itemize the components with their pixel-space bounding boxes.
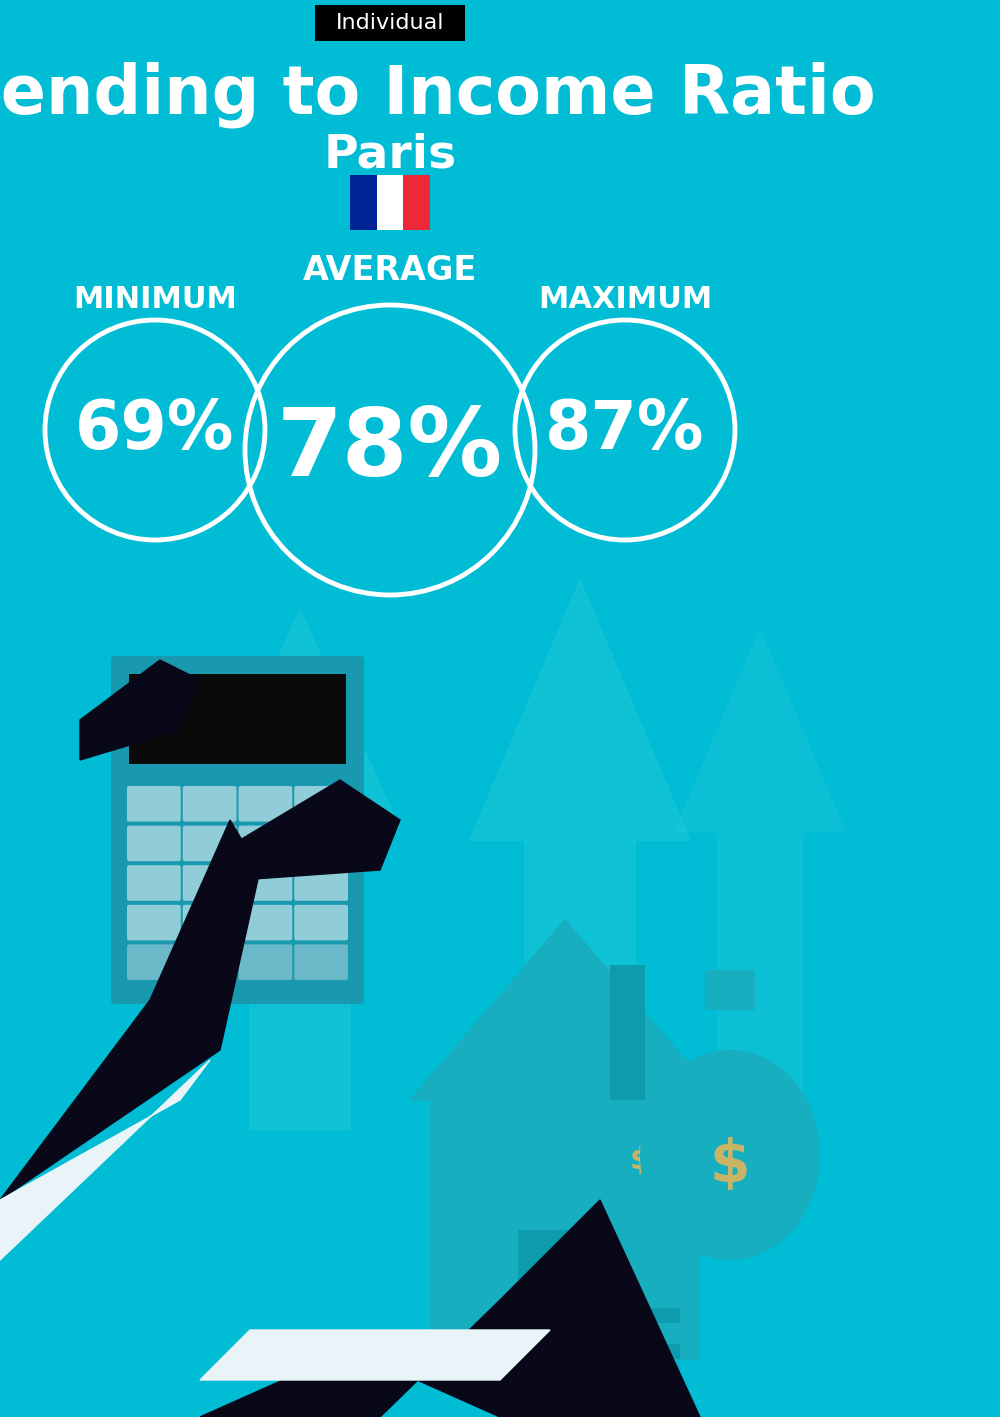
Bar: [129, 674, 346, 764]
Bar: [705, 971, 755, 1010]
FancyBboxPatch shape: [127, 866, 181, 901]
FancyBboxPatch shape: [183, 866, 237, 901]
FancyBboxPatch shape: [239, 786, 292, 822]
Text: 87%: 87%: [545, 397, 705, 463]
Polygon shape: [200, 609, 400, 1129]
Text: MINIMUM: MINIMUM: [73, 285, 237, 315]
Text: $: $: [710, 1136, 750, 1193]
Polygon shape: [0, 1060, 210, 1260]
FancyBboxPatch shape: [294, 866, 348, 901]
FancyBboxPatch shape: [183, 826, 237, 862]
Text: Spending to Income Ratio: Spending to Income Ratio: [0, 62, 875, 129]
FancyBboxPatch shape: [239, 866, 292, 901]
FancyBboxPatch shape: [127, 944, 181, 981]
FancyBboxPatch shape: [183, 944, 237, 981]
FancyBboxPatch shape: [183, 905, 237, 941]
Polygon shape: [470, 580, 690, 1200]
Bar: [430, 1100, 700, 1360]
Text: 78%: 78%: [277, 404, 503, 496]
Bar: [403, 176, 430, 230]
FancyBboxPatch shape: [111, 656, 364, 1005]
Text: 69%: 69%: [75, 397, 235, 463]
FancyBboxPatch shape: [315, 6, 465, 41]
Text: $: $: [629, 1145, 651, 1175]
FancyBboxPatch shape: [239, 944, 292, 981]
Text: Paris: Paris: [323, 133, 457, 177]
FancyBboxPatch shape: [239, 905, 292, 941]
Bar: [590, 1289, 680, 1305]
FancyBboxPatch shape: [294, 944, 348, 981]
Ellipse shape: [585, 1095, 695, 1226]
Text: Individual: Individual: [336, 13, 444, 33]
Ellipse shape: [640, 1050, 820, 1260]
FancyBboxPatch shape: [294, 786, 348, 822]
FancyBboxPatch shape: [127, 905, 181, 941]
Polygon shape: [410, 920, 720, 1100]
Text: MAXIMUM: MAXIMUM: [538, 285, 712, 315]
Bar: [590, 1362, 680, 1377]
FancyBboxPatch shape: [239, 826, 292, 862]
Bar: [377, 176, 403, 230]
FancyBboxPatch shape: [183, 786, 237, 822]
Bar: [590, 1308, 680, 1323]
FancyBboxPatch shape: [127, 786, 181, 822]
Bar: [590, 1326, 680, 1340]
FancyBboxPatch shape: [294, 826, 348, 862]
Text: AVERAGE: AVERAGE: [303, 254, 477, 286]
Polygon shape: [200, 1200, 700, 1417]
Bar: [590, 1343, 680, 1359]
Bar: [350, 176, 377, 230]
FancyBboxPatch shape: [127, 826, 181, 862]
Bar: [610, 965, 645, 1100]
FancyBboxPatch shape: [294, 905, 348, 941]
Polygon shape: [675, 631, 845, 1110]
Bar: [518, 1230, 572, 1360]
Polygon shape: [200, 1331, 550, 1380]
Polygon shape: [80, 660, 200, 760]
Polygon shape: [0, 820, 260, 1200]
Polygon shape: [240, 779, 400, 880]
